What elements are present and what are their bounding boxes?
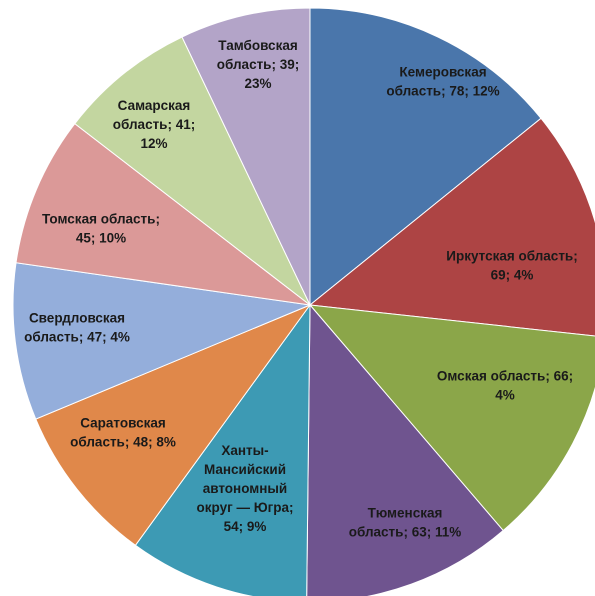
slice-label-line: 23%	[244, 76, 271, 91]
slice-label-line: автономный	[203, 481, 288, 496]
slice-data-label: Кемеровская область; 78; 12%	[386, 65, 499, 99]
pie-slices	[12, 7, 595, 596]
pie-slice	[309, 7, 542, 307]
slice-data-label: Саратовская область; 48; 8%	[70, 416, 176, 450]
slice-label-line: 45; 10%	[76, 231, 126, 246]
slice-label-line: 4%	[495, 388, 515, 403]
slice-label-line: 54; 9%	[224, 519, 267, 534]
pie-slice	[74, 36, 311, 306]
pie-slice	[308, 304, 595, 532]
slice-data-label: Томская область; 45; 10%	[42, 212, 160, 246]
slice-data-label: Омская область; 66; 4%	[437, 369, 573, 403]
pie-slice	[134, 303, 311, 596]
slice-label-line: Мансийский	[204, 462, 286, 477]
slice-label-line: область; 39;	[217, 57, 300, 72]
slice-data-label: Ханты- Мансийский автономный округ — Югра; 5…	[197, 443, 294, 534]
pie-slice	[181, 7, 311, 306]
slice-label-line: область; 47; 4%	[24, 330, 130, 345]
slice-label-line: Ханты-	[221, 443, 268, 458]
slice-label-line: Тамбовская	[218, 38, 297, 53]
slice-label-line: Самарская	[118, 98, 191, 113]
slice-data-label: Тамбовская область; 39; 23%	[217, 38, 300, 91]
slice-label-line: область; 63; 11%	[349, 525, 462, 540]
slice-label-line: Кемеровская	[399, 65, 486, 80]
pie-labels: Кемеровская область; 78; 12% Иркутская обл…	[24, 38, 578, 540]
slice-label-line: область; 48; 8%	[70, 435, 176, 450]
slice-label-line: Свердловская	[29, 311, 125, 326]
slice-label-line: Саратовская	[80, 416, 165, 431]
slice-data-label: Самарская область; 41; 12%	[113, 98, 196, 151]
slice-label-line: область; 41;	[113, 117, 196, 132]
slice-label-line: Тюменская	[368, 506, 443, 521]
slice-data-label: Тюменская область; 63; 11%	[349, 506, 462, 540]
slice-data-label: Иркутская область; 69; 4%	[446, 249, 577, 283]
slice-label-line: Омская область; 66;	[437, 369, 573, 384]
slice-label-line: округ — Югра;	[197, 500, 294, 515]
pie-slice	[306, 303, 504, 596]
pie-slice	[15, 122, 312, 306]
slice-label-line: область; 78; 12%	[386, 84, 499, 99]
pie-slice	[12, 262, 312, 420]
slice-label-line: Томская область;	[42, 212, 160, 227]
slice-label-line: 69; 4%	[491, 268, 534, 283]
pie-slice	[35, 303, 312, 546]
slice-label-line: Иркутская область;	[446, 249, 577, 264]
slice-label-line: 12%	[140, 136, 167, 151]
slice-data-label: Свердловская область; 47; 4%	[24, 311, 130, 345]
